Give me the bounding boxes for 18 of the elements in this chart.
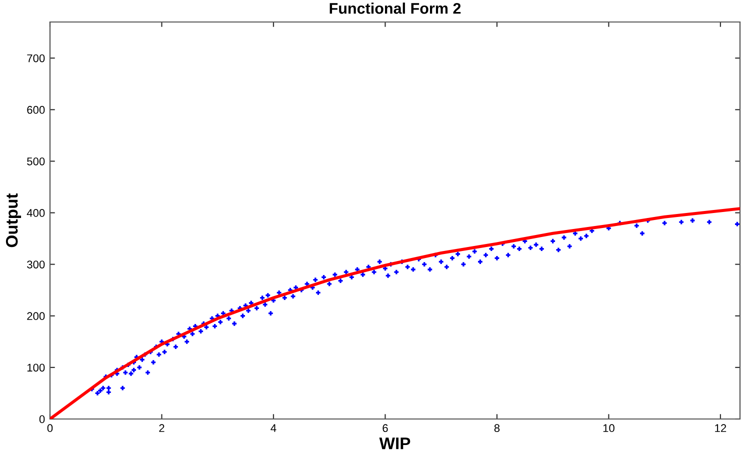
y-tick-label: 600 <box>27 106 45 114</box>
x-tick-label: 2 <box>159 424 164 432</box>
x-axis-title: WIP <box>379 438 410 450</box>
x-tick-label: 4 <box>270 424 276 432</box>
y-tick-label: 200 <box>27 312 45 320</box>
y-axis-title: Output <box>6 193 22 248</box>
x-tick-label: 6 <box>382 424 388 432</box>
x-tick-label: 8 <box>494 424 500 432</box>
y-tick-label: 700 <box>27 54 45 62</box>
y-tick-label: 400 <box>26 209 45 217</box>
y-tick-label: 500 <box>27 157 45 166</box>
y-tick-label: 300 <box>27 260 45 268</box>
x-tick-label: 10 <box>603 424 614 432</box>
y-tick-label: 100 <box>27 364 45 372</box>
x-tick-label: 0 <box>47 424 53 432</box>
y-tick-label: 0 <box>39 415 45 424</box>
chart-title: Functional Form 2 <box>330 2 461 14</box>
x-tick-label: 12 <box>715 424 726 432</box>
